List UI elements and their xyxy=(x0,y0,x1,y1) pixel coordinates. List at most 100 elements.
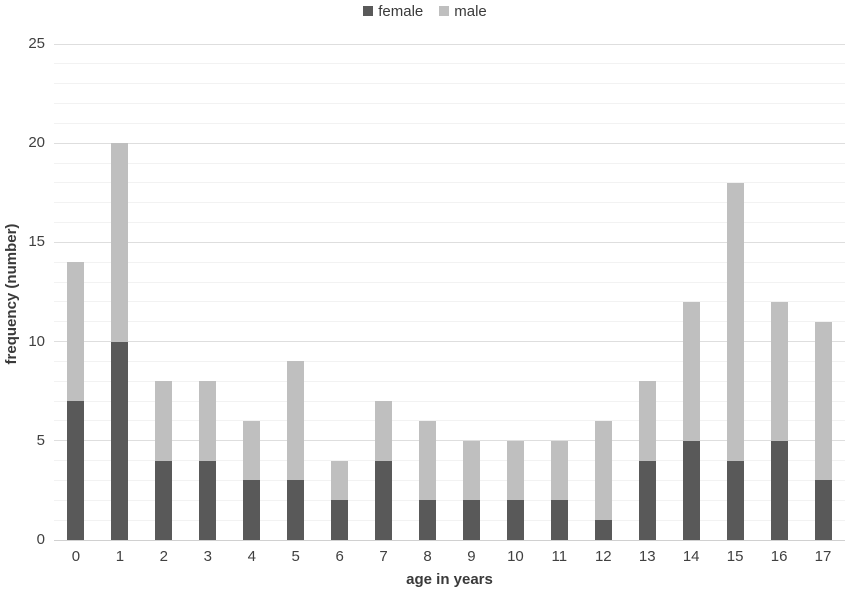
bar-segment-male xyxy=(550,440,568,501)
x-tick-label: 17 xyxy=(814,548,832,565)
minor-gridline xyxy=(54,479,845,481)
x-tick-label: 0 xyxy=(71,548,81,565)
minor-gridline xyxy=(54,420,845,422)
bar-age-11 xyxy=(550,440,568,540)
bar-segment-female xyxy=(638,460,656,540)
bar-segment-male xyxy=(111,143,129,342)
bar-age-13 xyxy=(638,381,656,540)
y-tick-label: 25 xyxy=(28,35,45,52)
bar-segment-male xyxy=(375,401,393,461)
major-gridline xyxy=(54,341,845,343)
legend-label-female: female xyxy=(378,2,424,20)
bar-age-6 xyxy=(331,460,349,540)
legend-label-male: male xyxy=(454,2,487,20)
minor-gridline xyxy=(54,182,845,184)
x-tick-label: 4 xyxy=(247,548,256,565)
bar-segment-female xyxy=(506,500,524,540)
x-tick-label: 5 xyxy=(291,548,300,565)
bar-segment-female xyxy=(550,500,568,540)
x-tick-label: 1 xyxy=(115,548,125,565)
x-axis-title: age in years xyxy=(406,571,493,588)
major-gridline xyxy=(54,440,845,442)
bar-segment-female xyxy=(331,500,349,540)
bar-segment-male xyxy=(682,301,700,441)
minor-gridline xyxy=(54,301,845,303)
bar-age-12 xyxy=(594,420,612,540)
bar-segment-female xyxy=(594,520,612,540)
minor-gridline xyxy=(54,281,845,283)
male-swatch-icon xyxy=(439,6,450,16)
x-tick-label: 16 xyxy=(770,548,788,565)
y-tick-label: 5 xyxy=(36,431,45,449)
bar-segment-male xyxy=(243,420,261,481)
x-axis-line xyxy=(54,540,845,541)
bar-age-15 xyxy=(726,182,744,540)
x-tick-label: 10 xyxy=(507,548,524,565)
bar-age-4 xyxy=(243,420,261,540)
major-gridline xyxy=(54,142,845,144)
bar-segment-female xyxy=(726,460,744,540)
bar-age-2 xyxy=(155,381,173,540)
bar-segment-male xyxy=(594,420,612,521)
minor-gridline xyxy=(54,321,845,323)
bar-age-8 xyxy=(419,420,437,540)
y-tick-label: 10 xyxy=(28,332,45,350)
bar-segment-male xyxy=(199,381,217,461)
x-tick-label: 7 xyxy=(379,548,388,565)
bar-age-7 xyxy=(375,401,393,540)
minor-gridline xyxy=(54,360,845,362)
bar-segment-female xyxy=(814,480,832,540)
bar-age-1 xyxy=(111,143,129,540)
major-gridline xyxy=(54,241,845,243)
plot-area xyxy=(54,43,845,541)
minor-gridline xyxy=(54,400,845,402)
bar-segment-female xyxy=(770,440,788,540)
female-swatch-icon xyxy=(363,6,374,16)
bar-segment-male xyxy=(814,321,832,481)
bar-segment-female xyxy=(419,500,437,540)
minor-gridline xyxy=(54,380,845,382)
y-axis-title: frequency (number) xyxy=(3,223,20,365)
major-gridline xyxy=(54,43,845,45)
minor-gridline xyxy=(54,222,845,224)
x-tick-label: 11 xyxy=(551,548,568,565)
bar-age-10 xyxy=(506,440,524,540)
y-tick-label: 20 xyxy=(28,134,45,152)
minor-gridline xyxy=(54,103,845,105)
bar-segment-male xyxy=(419,420,437,501)
bar-age-5 xyxy=(287,361,305,540)
legend-item-male: male xyxy=(439,3,487,20)
bar-segment-female xyxy=(287,480,305,540)
minor-gridline xyxy=(54,261,845,263)
chart-legend: female male xyxy=(0,1,850,21)
bar-segment-female xyxy=(199,460,217,540)
bar-segment-female xyxy=(375,460,393,540)
bar-segment-female xyxy=(682,440,700,540)
minor-gridline xyxy=(54,122,845,124)
minor-gridline xyxy=(54,83,845,85)
bar-age-14 xyxy=(682,301,700,540)
minor-gridline xyxy=(54,202,845,204)
x-tick-label: 14 xyxy=(682,548,700,565)
bar-age-0 xyxy=(67,262,85,540)
x-tick-label: 3 xyxy=(203,548,212,565)
bar-segment-female xyxy=(67,401,85,540)
minor-gridline xyxy=(54,519,845,521)
bar-segment-male xyxy=(726,182,744,461)
bar-segment-male xyxy=(331,460,349,501)
bar-segment-female xyxy=(155,460,173,540)
minor-gridline xyxy=(54,63,845,65)
y-tick-label: 15 xyxy=(28,233,45,251)
bar-age-16 xyxy=(770,301,788,540)
bar-segment-male xyxy=(155,381,173,461)
x-tick-label: 2 xyxy=(159,548,169,565)
minor-gridline xyxy=(54,460,845,462)
bar-segment-female xyxy=(462,500,480,540)
x-tick-label: 15 xyxy=(726,548,744,565)
x-tick-label: 8 xyxy=(423,548,432,565)
bar-age-3 xyxy=(199,381,217,540)
bar-segment-male xyxy=(770,301,788,441)
bar-segment-male xyxy=(287,361,305,481)
bar-segment-male xyxy=(67,262,85,402)
